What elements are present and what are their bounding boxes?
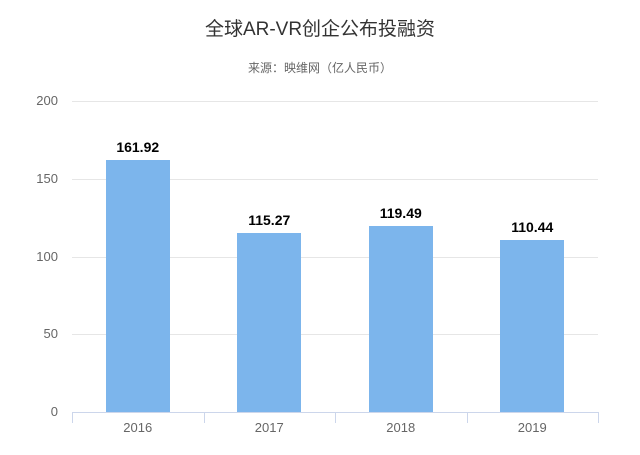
grid-line xyxy=(72,256,598,258)
bar-2016 xyxy=(105,160,170,412)
bar-value-label: 110.44 xyxy=(511,219,554,236)
bar-value-label: 115.27 xyxy=(248,211,291,228)
bar-2019 xyxy=(500,240,565,412)
y-axis-label: 200 xyxy=(36,93,58,108)
x-axis-label: 2019 xyxy=(517,420,547,435)
x-axis-label: 2018 xyxy=(386,420,416,435)
y-axis-label: 150 xyxy=(36,170,58,186)
chart-subtitle: 来源：映维网（亿人民币） xyxy=(247,61,392,75)
bar-value-label: 119.49 xyxy=(379,205,422,222)
bar-2017 xyxy=(237,232,302,412)
x-axis-label: 2016 xyxy=(123,420,153,435)
y-axis-label: 50 xyxy=(43,326,58,342)
grid-line xyxy=(72,334,598,336)
x-axis-tick xyxy=(598,412,599,423)
y-axis-label: 100 xyxy=(36,248,58,264)
x-axis-tick xyxy=(466,412,468,423)
grid-line xyxy=(72,178,598,180)
x-axis-tick xyxy=(72,412,73,423)
x-axis-tick xyxy=(203,412,205,423)
grid-line xyxy=(72,101,598,102)
chart-title: 全球AR-VR创企公布投融资 xyxy=(204,19,436,40)
bar-value-label: 161.92 xyxy=(116,139,160,156)
x-axis-label: 2017 xyxy=(254,420,284,435)
bar-2018 xyxy=(368,226,433,412)
x-axis-tick xyxy=(335,412,336,423)
y-axis-label: 0 xyxy=(50,404,58,419)
